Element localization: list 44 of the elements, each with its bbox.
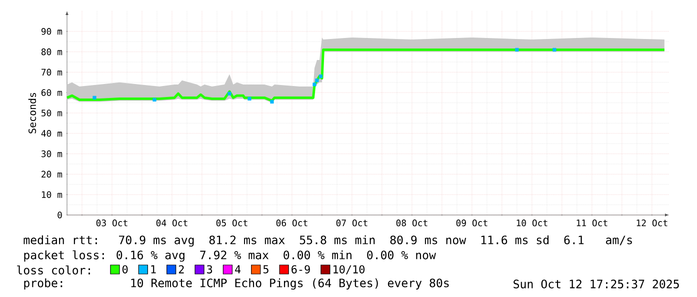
y-tick-label: 70 m (41, 68, 62, 76)
x-tick-label: 05 Oct (216, 220, 248, 226)
x-tick-label: 11 Oct (576, 220, 608, 226)
x-tick-label: 12 Oct (636, 220, 668, 226)
text: Sun Oct 12 17:25:37 2025 (514, 280, 679, 288)
text: probe: 10 Remote ICMP Echo Pings (64 Bytes) every 80s (24, 278, 449, 290)
legend-label: 2 (178, 265, 184, 274)
y-tick-label: 20 m (42, 170, 62, 178)
x-tick-label: 07 Oct (336, 220, 368, 226)
point (152, 98, 156, 102)
legend-label: 0 (122, 265, 128, 274)
y-tick-label: 50 m (42, 110, 62, 116)
x-tick-label: 08 Oct (396, 220, 428, 226)
y-tick-label: 40 m (41, 130, 62, 137)
point (248, 96, 252, 101)
point (270, 100, 274, 104)
text: median rtt: 70.9 ms avg 81.2 ms max 55.8 ms min 80.9 ms now 11.6 ms sd 6.1 am/s (24, 235, 632, 247)
point (318, 74, 323, 78)
x-tick-label: 06 Oct (276, 220, 308, 226)
legend-label: 3 (207, 265, 212, 274)
y-tick-label: 10 m (42, 191, 62, 198)
x-tick-label: 09 Oct (456, 220, 488, 226)
y-tick-label: 30 m (41, 150, 62, 158)
y-tick-label: 80 m (41, 48, 62, 56)
legend-label: 1 (151, 265, 156, 274)
y-axis-title: Seconds (28, 92, 36, 134)
legend-label: 10/10 (334, 265, 365, 274)
legend-title: loss color: (17, 265, 90, 274)
text: packet loss: 0.16 % avg 7.92 % max 0.00 % min 0.00 % now (24, 250, 436, 262)
point (315, 78, 319, 82)
y-tick-label: 90 m (41, 28, 62, 35)
point (312, 82, 316, 86)
x-tick-label: 10 Oct (516, 220, 548, 226)
x-tick-label: 03 Oct (96, 220, 128, 226)
x-tick-label: 04 Oct (156, 220, 188, 226)
point (228, 92, 232, 96)
point (515, 48, 519, 52)
legend-label: 4 (235, 265, 241, 274)
legend-label: 6-9 (292, 265, 310, 274)
point (92, 96, 96, 100)
y-tick-label: 60 m (41, 89, 62, 96)
legend-label: 5 (263, 265, 268, 274)
point (552, 48, 556, 52)
y-tick-label: 0 (58, 212, 62, 218)
